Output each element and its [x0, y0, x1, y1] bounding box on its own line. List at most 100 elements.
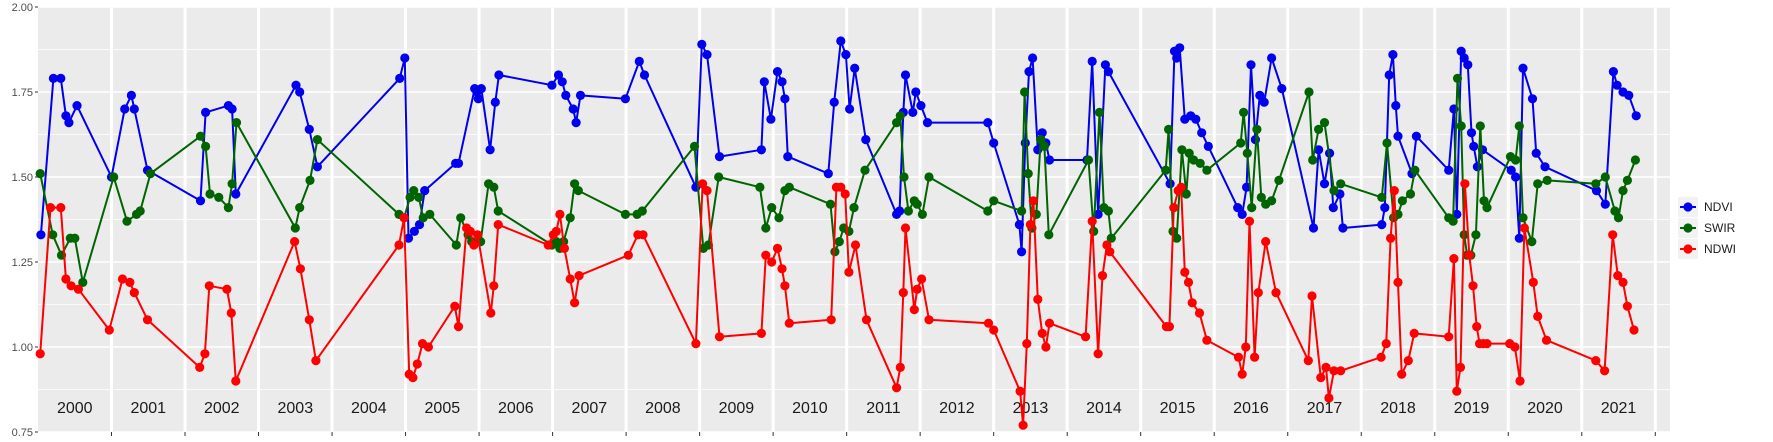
data-point-ndwi	[698, 179, 708, 189]
data-point-ndvi	[756, 145, 767, 155]
data-point-ndvi	[780, 94, 790, 104]
data-point-ndwi	[1081, 332, 1091, 342]
data-point-swir	[414, 192, 424, 202]
data-point-ndvi	[829, 97, 839, 107]
data-point-ndvi	[1093, 209, 1103, 219]
data-point-swir	[135, 206, 145, 216]
year-label: 2011	[866, 400, 901, 417]
data-point-ndwi	[1250, 352, 1260, 362]
year-label: 2008	[645, 400, 681, 417]
data-point-ndvi	[1267, 53, 1277, 63]
data-point-ndvi	[64, 118, 74, 128]
data-point-ndwi	[1202, 335, 1212, 345]
year-label: 2001	[130, 400, 166, 417]
data-point-swir	[825, 199, 836, 209]
data-point-swir	[1044, 230, 1054, 240]
data-point-ndwi	[1097, 271, 1108, 281]
y-tick-label: 2.00	[12, 2, 33, 14]
data-point-swir	[223, 203, 233, 213]
data-point-ndwi	[408, 373, 418, 383]
data-point-ndvi	[1591, 186, 1602, 196]
data-point-ndwi	[1409, 328, 1419, 338]
data-point-ndvi	[1338, 223, 1348, 233]
data-point-ndwi	[56, 203, 66, 213]
data-point-swir	[1630, 155, 1640, 165]
data-point-ndwi	[1528, 277, 1538, 287]
data-point-ndwi	[295, 264, 305, 274]
data-point-ndvi	[1087, 56, 1097, 66]
data-point-swir	[35, 169, 45, 179]
data-point-ndwi	[1455, 362, 1466, 372]
data-point-ndvi	[772, 67, 783, 77]
data-point-swir	[1195, 158, 1205, 168]
data-point-ndwi	[1533, 311, 1543, 321]
data-point-swir	[290, 223, 300, 233]
data-point-swir	[1308, 155, 1318, 165]
data-point-swir	[689, 141, 700, 151]
data-point-swir	[227, 179, 237, 189]
data-point-ndwi	[453, 322, 464, 332]
data-point-swir	[1329, 186, 1339, 196]
y-tick-label: 1.75	[12, 87, 33, 99]
data-point-ndwi	[1164, 322, 1174, 332]
data-point-ndwi	[1449, 254, 1459, 264]
data-point-ndwi	[1316, 373, 1326, 383]
data-point-swir	[1236, 138, 1246, 148]
data-point-ndvi	[1203, 141, 1213, 151]
data-point-swir	[1083, 155, 1094, 165]
data-point-swir	[1181, 189, 1191, 199]
data-point-ndwi	[924, 315, 934, 325]
data-point-swir	[456, 213, 466, 223]
data-point-ndvi	[759, 77, 769, 87]
data-point-swir	[1410, 165, 1420, 175]
data-point-swir	[1533, 179, 1543, 189]
data-point-ndwi	[1041, 342, 1051, 352]
data-point-swir	[755, 182, 765, 192]
data-point-ndwi	[1393, 277, 1403, 287]
data-point-ndwi	[1022, 339, 1032, 349]
data-point-ndvi	[414, 220, 425, 230]
data-point-ndvi	[911, 87, 921, 97]
data-point-ndvi	[1020, 138, 1030, 148]
data-point-swir	[1518, 213, 1528, 223]
data-point-swir	[1475, 121, 1485, 131]
data-point-ndwi	[912, 284, 922, 294]
data-point-ndvi	[1469, 141, 1479, 151]
data-point-ndwi	[486, 308, 496, 318]
data-point-swir	[1023, 169, 1033, 179]
data-point-swir	[1164, 124, 1174, 134]
data-point-ndwi	[1608, 230, 1618, 240]
data-point-ndwi	[1015, 386, 1025, 396]
data-point-ndvi	[1172, 53, 1182, 63]
data-point-ndwi	[1376, 352, 1386, 362]
data-point-ndvi	[1466, 128, 1477, 138]
data-point-ndvi	[1518, 63, 1528, 73]
data-point-ndwi	[691, 339, 701, 349]
data-point-ndwi	[304, 315, 314, 325]
data-point-swir	[1397, 196, 1407, 206]
data-point-ndwi	[1403, 356, 1413, 366]
data-point-ndvi	[36, 230, 46, 240]
data-point-ndwi	[66, 281, 76, 291]
data-point-ndvi	[908, 107, 918, 117]
year-label: 2010	[792, 400, 828, 417]
data-point-swir	[1177, 145, 1187, 155]
data-point-ndwi	[623, 250, 633, 260]
data-point-ndwi	[574, 271, 584, 281]
legend-label: NDWI	[1704, 242, 1736, 256]
data-point-ndwi	[104, 325, 114, 335]
data-point-ndwi	[35, 349, 45, 359]
data-point-ndwi	[551, 226, 561, 236]
year-label: 2017	[1307, 400, 1343, 417]
data-point-ndwi	[1515, 376, 1525, 386]
data-point-swir	[924, 172, 934, 182]
data-point-ndvi	[1233, 203, 1243, 213]
data-point-ndwi	[1303, 356, 1313, 366]
data-point-ndwi	[840, 189, 850, 199]
data-point-ndvi	[126, 90, 136, 100]
data-point-swir	[425, 209, 435, 219]
data-point-ndvi	[1393, 131, 1403, 141]
data-point-ndwi	[1482, 339, 1492, 349]
data-point-swir	[1256, 192, 1266, 202]
data-point-ndwi	[1093, 349, 1103, 359]
